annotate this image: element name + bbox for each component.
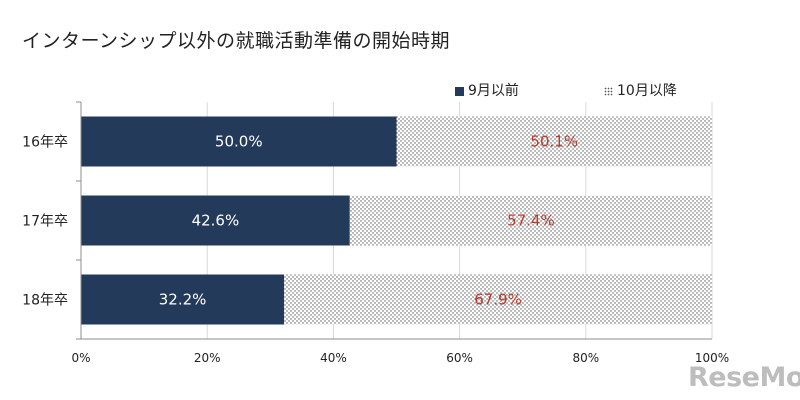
chart-title: インターンシップ以外の就職活動準備の開始時期 (22, 30, 451, 52)
bar-segment (81, 195, 350, 246)
bar-segment (81, 116, 397, 167)
bar-segment (81, 274, 285, 325)
x-tick-label: 60% (446, 351, 473, 365)
legend-item-before-september: 9月以前 (455, 80, 519, 100)
data-label: 57.4% (507, 212, 555, 230)
x-tick-label: 0% (71, 351, 90, 365)
bar-segment (396, 116, 712, 167)
bar-segment (349, 195, 712, 246)
bar-segment (284, 274, 712, 325)
data-label: 50.0% (215, 133, 263, 151)
category-label: 18年卒 (22, 293, 68, 309)
x-tick-label: 100% (695, 351, 729, 365)
x-tick-label: 20% (194, 351, 221, 365)
x-tick-label: 40% (320, 351, 347, 365)
legend-swatch-dotted (604, 86, 613, 96)
category-label: 16年卒 (22, 135, 68, 151)
legend-item-after-october: 10月以降 (604, 80, 677, 100)
legend-swatch-dark (455, 86, 464, 96)
legend-label-after-october: 10月以降 (617, 83, 677, 99)
data-label: 32.2% (159, 291, 207, 309)
data-label: 50.1% (530, 133, 578, 151)
legend-label-before-september: 9月以前 (468, 83, 519, 99)
resemom-logo: ReseMom (688, 362, 800, 393)
data-label: 42.6% (192, 212, 240, 230)
category-label: 17年卒 (22, 214, 68, 230)
x-tick-label: 80% (572, 351, 599, 365)
data-label: 67.9% (474, 291, 522, 309)
